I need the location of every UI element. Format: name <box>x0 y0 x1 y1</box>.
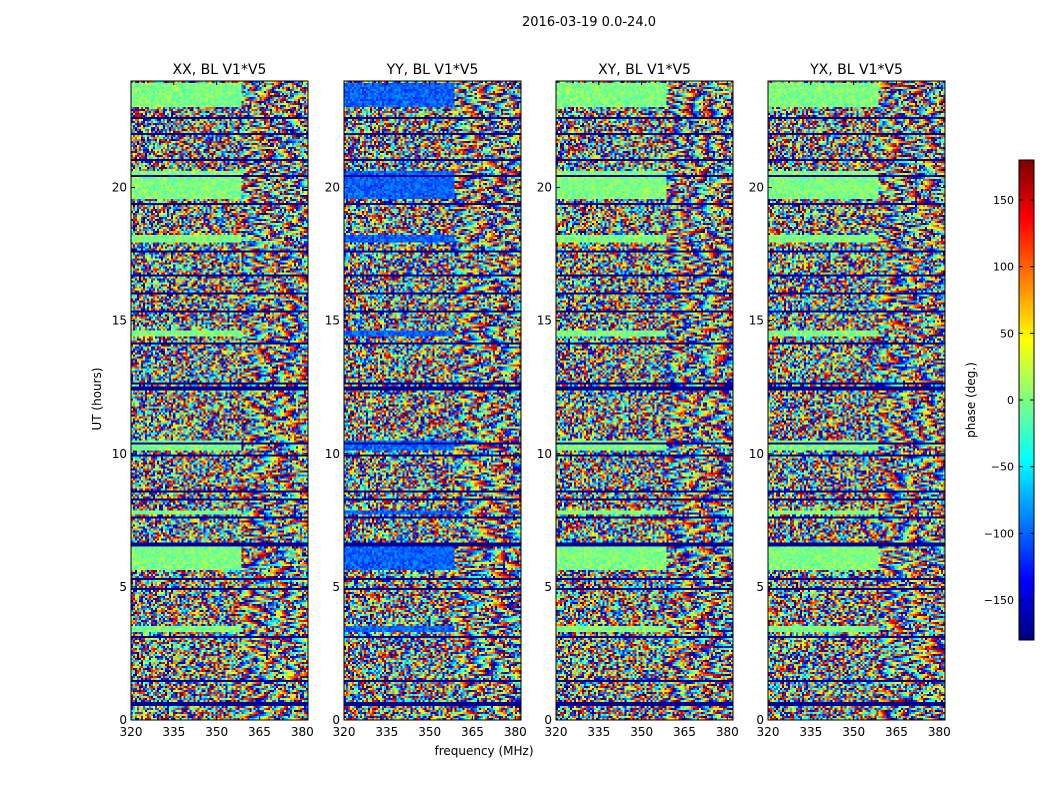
x-tick-label: 350 <box>630 725 653 739</box>
panel-frame <box>555 80 734 721</box>
x-tick-label: 335 <box>375 725 398 739</box>
panel-3: XY, BL V1*V5 320 335 350 365 380 0 5 10 15 20 <box>537 62 739 739</box>
y-tick-label: 10 <box>749 447 764 461</box>
y-tick-label: 0 <box>756 713 764 727</box>
y-tick-label: 20 <box>112 181 127 195</box>
y-tick-label: 10 <box>537 447 552 461</box>
y-tick-label: 0 <box>332 713 340 727</box>
heatmap-image <box>768 81 945 720</box>
x-tick-label: 320 <box>120 725 143 739</box>
x-tick-label: 365 <box>248 725 271 739</box>
y-tick-label: 15 <box>112 314 127 328</box>
panel-frame <box>130 80 309 721</box>
x-tick-label: 350 <box>842 725 865 739</box>
y-axis-label: UT (hours) <box>90 367 104 430</box>
y-tick-label: 20 <box>749 181 764 195</box>
panel-title: XX, BL V1*V5 <box>173 62 267 78</box>
x-tick-label: 320 <box>333 725 356 739</box>
x-axis-label: frequency (MHz) <box>434 744 533 758</box>
colorbar: 150 100 50 0 −50 −100 −150 <box>984 159 1035 641</box>
panel-frame <box>767 80 946 721</box>
x-tick-label: 380 <box>716 725 739 739</box>
y-tick-label: 0 <box>119 713 127 727</box>
colorbar-tick-label: 150 <box>993 194 1014 207</box>
colorbar-tick-label: −50 <box>991 461 1014 474</box>
y-tick-label: 5 <box>332 580 340 594</box>
panel-4: YX, BL V1*V5 320 335 350 365 380 0 5 10 15 20 <box>749 62 951 739</box>
x-tick-label: 335 <box>799 725 822 739</box>
colorbar-tick-label: 0 <box>1007 394 1014 407</box>
x-tick-label: 335 <box>162 725 185 739</box>
x-tick-label: 380 <box>504 725 527 739</box>
y-tick-label: 15 <box>537 314 552 328</box>
y-tick-label: 10 <box>325 447 340 461</box>
x-tick-label: 365 <box>885 725 908 739</box>
colorbar-label: phase (deg.) <box>964 362 978 438</box>
panel-title: XY, BL V1*V5 <box>598 62 691 78</box>
y-tick-label: 10 <box>112 447 127 461</box>
x-tick-label: 320 <box>545 725 568 739</box>
colorbar-tick-label: 50 <box>1000 327 1014 340</box>
y-tick-label: 15 <box>325 314 340 328</box>
y-tick-label: 5 <box>119 580 127 594</box>
x-tick-label: 380 <box>928 725 951 739</box>
y-tick-label: 20 <box>325 181 340 195</box>
y-tick-label: 20 <box>537 181 552 195</box>
x-tick-label: 380 <box>291 725 314 739</box>
x-tick-label: 350 <box>205 725 228 739</box>
heatmap-image <box>556 81 733 720</box>
figure-title: 2016-03-19 0.0-24.0 <box>522 15 656 30</box>
panel-title: YY, BL V1*V5 <box>386 62 479 78</box>
x-tick-label: 365 <box>673 725 696 739</box>
x-tick-label: 365 <box>461 725 484 739</box>
panel-title: YX, BL V1*V5 <box>809 62 903 78</box>
x-tick-label: 350 <box>418 725 441 739</box>
heatmap-image <box>131 81 308 720</box>
y-tick-label: 5 <box>544 580 552 594</box>
colorbar-tick-label: 100 <box>993 261 1014 274</box>
x-tick-label: 320 <box>757 725 780 739</box>
y-tick-label: 5 <box>756 580 764 594</box>
panel-1: XX, BL V1*V5 320 335 350 365 380 0 5 10 15 20 <box>112 62 314 739</box>
panel-2: YY, BL V1*V5 320 335 350 365 380 0 5 10 15 20 <box>325 62 527 739</box>
y-tick-label: 0 <box>544 713 552 727</box>
colorbar-tick-label: −100 <box>984 527 1014 540</box>
panel-frame <box>343 80 522 721</box>
heatmap-image <box>344 81 521 720</box>
x-tick-label: 335 <box>587 725 610 739</box>
y-tick-label: 15 <box>749 314 764 328</box>
colorbar-tick-label: −150 <box>984 594 1014 607</box>
